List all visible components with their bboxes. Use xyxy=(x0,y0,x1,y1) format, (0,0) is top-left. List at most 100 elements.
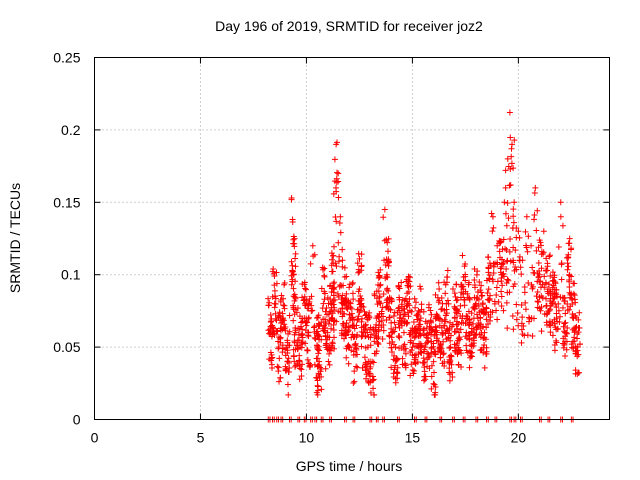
data-point xyxy=(451,314,458,321)
data-point xyxy=(413,299,420,306)
data-point xyxy=(454,296,461,303)
data-point xyxy=(353,333,360,340)
data-point xyxy=(350,322,357,329)
data-point xyxy=(544,260,551,267)
data-point xyxy=(329,344,336,351)
data-point xyxy=(361,354,368,361)
data-point xyxy=(463,335,470,342)
data-point xyxy=(288,272,295,279)
data-point xyxy=(409,352,416,359)
data-point xyxy=(486,260,493,267)
data-point xyxy=(422,376,429,383)
data-point xyxy=(383,236,390,243)
data-point xyxy=(500,270,507,277)
data-point xyxy=(510,326,517,333)
data-point xyxy=(376,318,383,325)
data-point xyxy=(445,334,452,341)
data-point xyxy=(355,269,362,276)
x-tick-label: 0 xyxy=(91,430,99,446)
data-point xyxy=(358,324,365,331)
data-point xyxy=(353,346,360,353)
data-point xyxy=(425,301,432,308)
data-point xyxy=(289,262,296,269)
data-point xyxy=(302,285,309,292)
data-point xyxy=(286,328,293,335)
data-point xyxy=(554,326,561,333)
data-point xyxy=(267,319,274,326)
data-point xyxy=(341,274,348,281)
data-point xyxy=(565,263,572,270)
data-point xyxy=(343,354,350,361)
data-point xyxy=(560,344,567,351)
data-point xyxy=(265,302,272,309)
data-point xyxy=(323,340,330,347)
data-point xyxy=(433,337,440,344)
data-point xyxy=(519,257,526,264)
data-point xyxy=(285,355,292,362)
data-point xyxy=(281,305,288,312)
data-point xyxy=(320,300,327,307)
data-point xyxy=(552,278,559,285)
data-point xyxy=(509,141,516,148)
data-point xyxy=(437,346,444,353)
data-point xyxy=(427,307,434,314)
data-point xyxy=(384,248,391,255)
data-point xyxy=(350,379,357,386)
data-point xyxy=(538,328,545,335)
data-point xyxy=(346,324,353,331)
data-point xyxy=(409,366,416,373)
data-point xyxy=(475,296,482,303)
data-point xyxy=(455,344,462,351)
data-point xyxy=(505,277,512,284)
data-point xyxy=(400,329,407,336)
data-point xyxy=(416,317,423,324)
data-point xyxy=(271,331,278,338)
data-point xyxy=(489,309,496,316)
data-point xyxy=(291,311,298,318)
data-point xyxy=(513,301,520,308)
data-point xyxy=(386,300,393,307)
data-point xyxy=(476,331,483,338)
x-axis-label: GPS time / hours xyxy=(296,458,403,474)
data-point xyxy=(367,389,374,396)
data-point xyxy=(490,269,497,276)
data-point xyxy=(463,342,470,349)
data-point xyxy=(316,361,323,368)
data-point xyxy=(321,296,328,303)
data-point xyxy=(496,248,503,255)
data-point xyxy=(330,285,337,292)
data-point xyxy=(310,324,317,331)
data-point xyxy=(547,322,554,329)
data-point xyxy=(404,282,411,289)
data-point xyxy=(510,206,517,213)
data-point xyxy=(468,341,475,348)
data-point xyxy=(301,279,308,286)
data-point xyxy=(289,216,296,223)
data-point xyxy=(505,215,512,222)
data-point xyxy=(497,265,504,272)
data-point xyxy=(421,368,428,375)
data-point xyxy=(352,340,359,347)
data-point xyxy=(400,311,407,318)
data-point xyxy=(375,288,382,295)
data-point xyxy=(547,329,554,336)
data-point xyxy=(317,364,324,371)
data-point xyxy=(500,307,507,314)
data-point xyxy=(538,242,545,249)
data-point xyxy=(403,303,410,310)
data-point xyxy=(362,325,369,332)
data-point xyxy=(486,317,493,324)
data-point xyxy=(565,240,572,247)
data-point xyxy=(536,268,543,275)
data-point xyxy=(292,346,299,353)
data-point xyxy=(518,326,525,333)
data-point xyxy=(431,381,438,388)
data-point xyxy=(559,304,566,311)
data-point xyxy=(575,369,582,376)
data-point xyxy=(431,369,438,376)
data-point xyxy=(273,280,280,287)
data-point xyxy=(451,328,458,335)
data-point xyxy=(556,319,563,326)
data-point xyxy=(442,318,449,325)
data-point xyxy=(353,363,360,370)
